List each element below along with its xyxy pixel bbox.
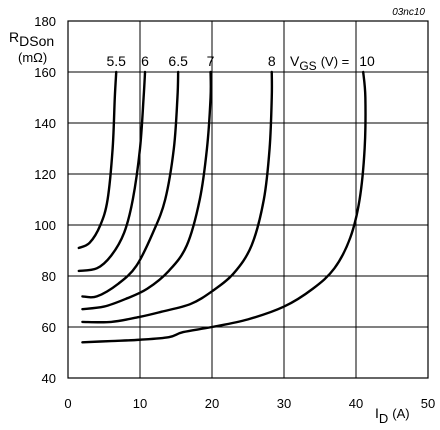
series-label-7: 7 — [207, 53, 215, 69]
x-tick-label: 50 — [421, 396, 435, 411]
vgs-label-rest: (V) = — [321, 54, 350, 69]
plot-frame — [67, 20, 429, 379]
curves — [77, 70, 367, 344]
series-label-6.5: 6.5 — [168, 53, 188, 69]
x-tick-label: 0 — [64, 396, 71, 411]
x-tick-label: 30 — [277, 396, 291, 411]
y-axis-label: RDSon — [9, 29, 54, 49]
y-tick-label: 40 — [42, 371, 56, 386]
x-axis-label-main: I — [375, 405, 379, 421]
curve-vgs-7 — [81, 70, 213, 311]
vgs-label-main: V — [290, 53, 300, 69]
curve-vgs-6 — [77, 70, 147, 273]
curve-vgs-6.5 — [81, 70, 180, 299]
y-tick-label: 160 — [34, 65, 56, 80]
y-tick-label: 100 — [34, 218, 56, 233]
series-label-6: 6 — [141, 53, 149, 69]
figure-id: 03nc10 — [392, 7, 425, 18]
curve-vgs-10 — [81, 70, 367, 344]
y-axis-label-sub: DSon — [19, 33, 54, 49]
x-axis-label-sub: D — [379, 411, 388, 426]
curve-vgs-5.5 — [77, 70, 118, 250]
y-tick-label: 120 — [34, 167, 56, 182]
vgs-label: VGS (V) = — [290, 53, 349, 73]
y-tick-labels: 40 60 80 100 120 140 160 180 — [34, 14, 56, 386]
y-tick-label: 60 — [42, 320, 56, 335]
y-axis-label-main: R — [9, 29, 19, 45]
curve-vgs-8 — [81, 70, 274, 324]
x-axis-label-unit: (A) — [392, 406, 409, 421]
grid-lines — [68, 21, 428, 378]
y-tick-label: 140 — [34, 116, 56, 131]
x-tick-labels: 0 10 20 30 40 50 — [64, 396, 435, 411]
series-label-10: 10 — [359, 53, 375, 69]
x-tick-label: 20 — [205, 396, 219, 411]
series-label-5.5: 5.5 — [107, 53, 127, 69]
x-axis-label: ID (A) — [375, 405, 410, 426]
y-axis-unit: (mΩ) — [18, 50, 47, 65]
series-labels: 5.5 6 6.5 7 8 10 — [107, 53, 375, 69]
y-tick-label: 180 — [34, 14, 56, 29]
x-tick-label: 40 — [349, 396, 363, 411]
x-tick-label: 10 — [133, 396, 147, 411]
vgs-label-sub: GS — [299, 59, 316, 73]
series-label-8: 8 — [268, 53, 276, 69]
y-tick-label: 80 — [42, 269, 56, 284]
